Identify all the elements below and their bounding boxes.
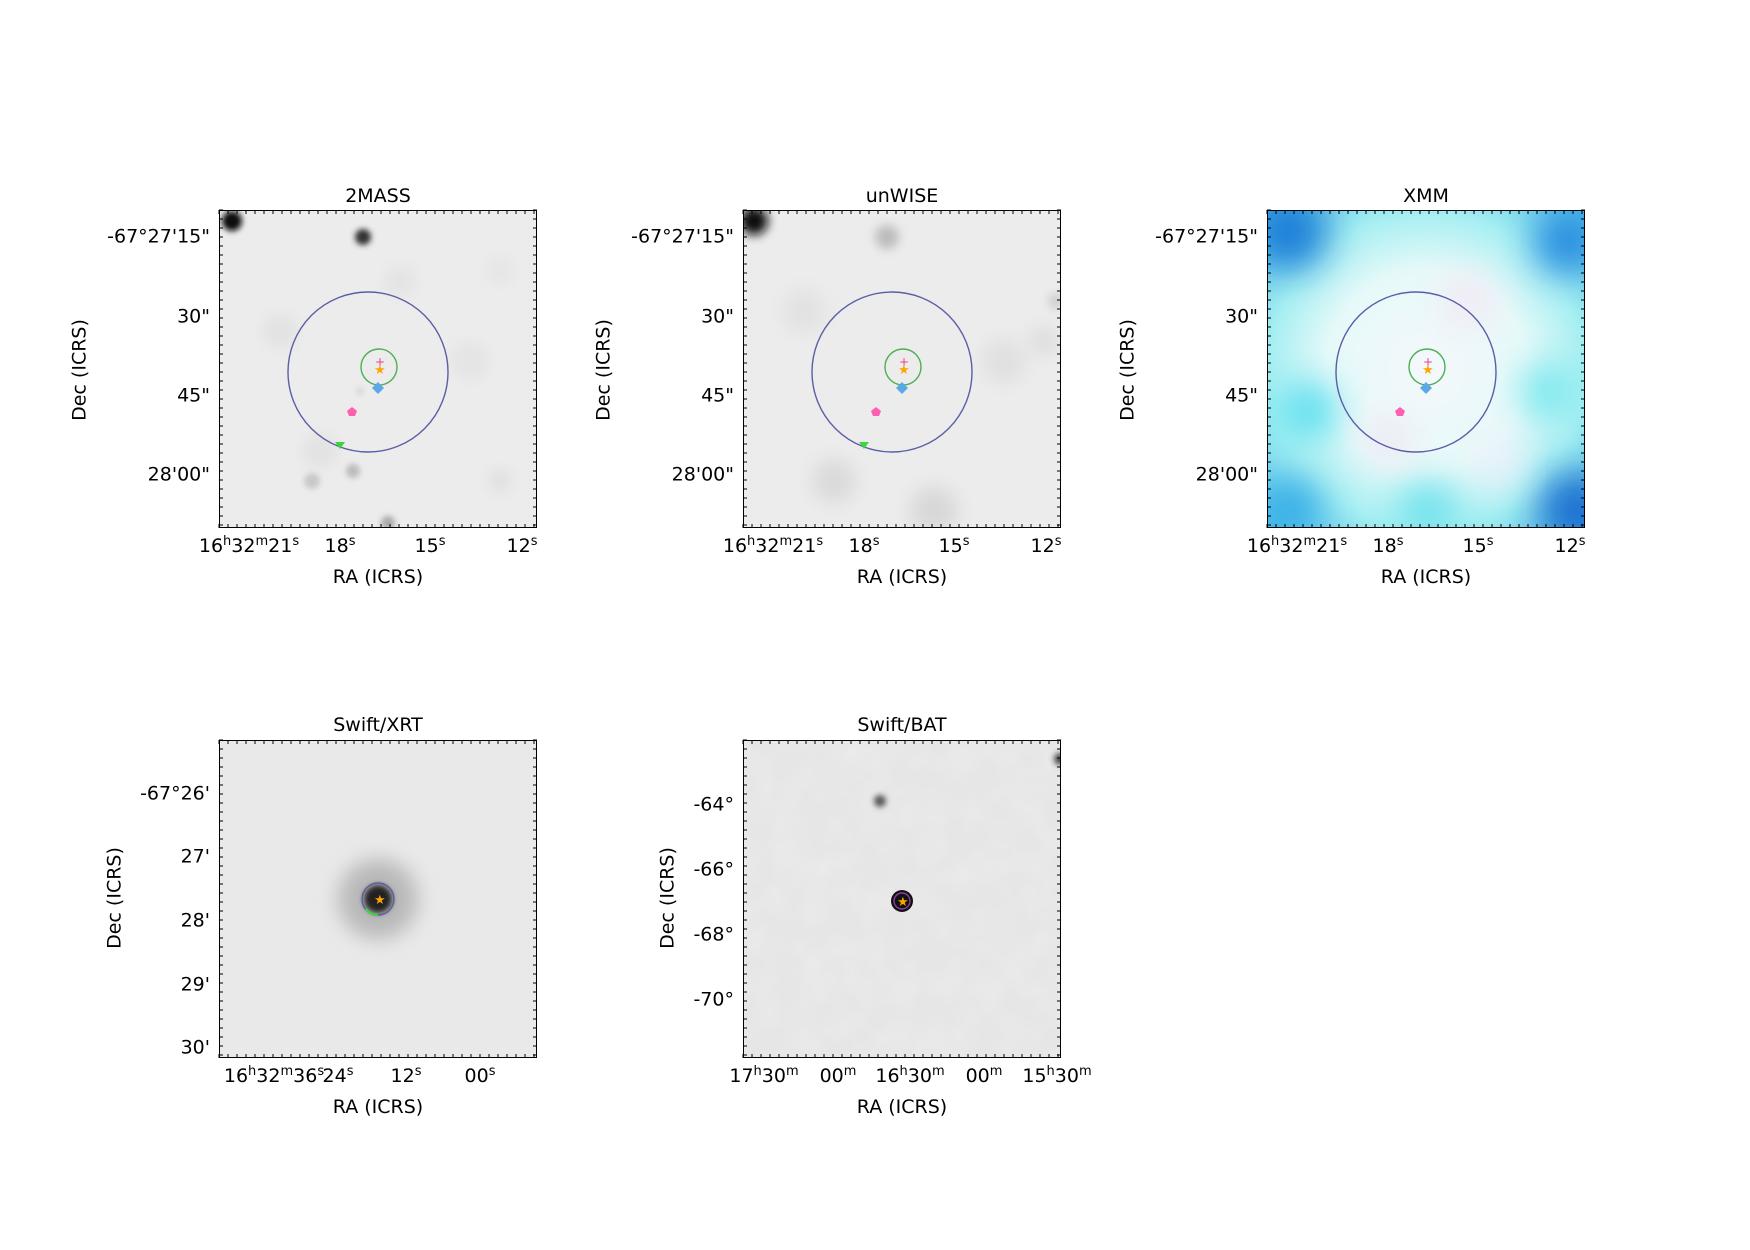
sky-image: + ★ bbox=[744, 211, 1060, 527]
ra-tick: 24s bbox=[322, 1064, 354, 1087]
dec-tick: 30" bbox=[1225, 305, 1258, 328]
pentagon-marker bbox=[347, 407, 357, 416]
background-texture bbox=[782, 289, 1058, 527]
panel-title: Swift/BAT bbox=[857, 714, 947, 736]
ra-tick: 15s bbox=[1462, 534, 1494, 557]
x-axis-label: RA (ICRS) bbox=[332, 1096, 424, 1118]
error-circle-large bbox=[811, 291, 973, 453]
star-marker: ★ bbox=[898, 363, 910, 378]
y-axis-label: Dec (ICRS) bbox=[1116, 319, 1139, 421]
dec-tick: 27' bbox=[180, 845, 210, 868]
green-arc bbox=[365, 908, 379, 916]
dec-tick: 28' bbox=[180, 909, 210, 932]
dec-tick: 30" bbox=[177, 305, 210, 328]
image-frame: + ★ bbox=[1267, 210, 1585, 528]
panel-title: unWISE bbox=[865, 185, 939, 207]
panel-title: XMM bbox=[1403, 185, 1449, 207]
dec-tick: -67°27'15" bbox=[107, 225, 210, 248]
dec-tick: -66° bbox=[693, 858, 734, 881]
x-axis-label: RA (ICRS) bbox=[1380, 566, 1472, 588]
ra-tick: 16h32m21s bbox=[198, 534, 300, 557]
dec-tick: -67°27'15" bbox=[1155, 225, 1258, 248]
sky-image: ★ bbox=[220, 741, 536, 1057]
ra-tick: 15s bbox=[938, 534, 970, 557]
ra-tick: 15h30m bbox=[1022, 1064, 1092, 1087]
dec-tick: -64° bbox=[693, 793, 734, 816]
ra-tick: 00m bbox=[965, 1064, 1003, 1087]
plus-marker: + bbox=[899, 355, 909, 369]
ra-tick: 16h32m21s bbox=[722, 534, 824, 557]
ra-tick: 12s bbox=[1030, 534, 1062, 557]
image-frame: + ★ bbox=[219, 210, 537, 528]
ra-tick: 00m bbox=[819, 1064, 857, 1087]
x-axis-label: RA (ICRS) bbox=[332, 566, 424, 588]
edge-source bbox=[1054, 753, 1060, 765]
pentagon-marker bbox=[1395, 407, 1405, 416]
dec-tick: 30" bbox=[701, 305, 734, 328]
ra-tick: 17h30m bbox=[729, 1064, 799, 1087]
source-core bbox=[364, 885, 392, 913]
ra-tick: 16h32m36s bbox=[223, 1064, 325, 1087]
ra-tick: 15s bbox=[414, 534, 446, 557]
dec-tick: 28'00" bbox=[1195, 463, 1258, 486]
ra-tick: 18s bbox=[324, 534, 356, 557]
x-axis-label: RA (ICRS) bbox=[856, 566, 948, 588]
pentagon-marker bbox=[871, 407, 881, 416]
x-axis-label: RA (ICRS) bbox=[856, 1096, 948, 1118]
faint-source bbox=[874, 795, 886, 807]
sky-image: + ★ bbox=[220, 211, 536, 527]
ra-tick: 00s bbox=[464, 1064, 496, 1087]
panel-title: 2MASS bbox=[345, 185, 411, 207]
dec-tick: -67°26' bbox=[140, 782, 210, 805]
sources bbox=[744, 211, 1060, 308]
dec-tick: 45" bbox=[1225, 384, 1258, 407]
image-frame: ★ bbox=[743, 740, 1061, 1058]
diamond-marker bbox=[372, 382, 384, 394]
sky-image: + ★ bbox=[1268, 211, 1584, 527]
ra-tick: 16h30m bbox=[875, 1064, 945, 1087]
dec-tick: -67°27'15" bbox=[631, 225, 734, 248]
sky-image: ★ bbox=[744, 741, 1060, 1057]
panel-title: Swift/XRT bbox=[333, 714, 423, 736]
ra-tick: 12s bbox=[1554, 534, 1586, 557]
y-axis-label: Dec (ICRS) bbox=[656, 847, 679, 949]
dec-tick: 29' bbox=[180, 973, 210, 996]
dec-tick: -68° bbox=[693, 923, 734, 946]
star-marker: ★ bbox=[1422, 363, 1434, 378]
y-axis-label: Dec (ICRS) bbox=[68, 319, 91, 421]
rgb-texture bbox=[1268, 211, 1584, 527]
dec-tick: 45" bbox=[701, 384, 734, 407]
error-circle-large bbox=[287, 291, 449, 453]
ra-tick: 18s bbox=[1372, 534, 1404, 557]
star-marker: ★ bbox=[374, 893, 386, 908]
ra-tick: 12s bbox=[390, 1064, 422, 1087]
dec-tick: 28'00" bbox=[671, 463, 734, 486]
dec-tick: 30' bbox=[180, 1036, 210, 1059]
ra-tick: 16h32m21s bbox=[1246, 534, 1348, 557]
y-axis-label: Dec (ICRS) bbox=[103, 847, 126, 949]
y-axis-label: Dec (ICRS) bbox=[592, 319, 615, 421]
ra-tick: 12s bbox=[506, 534, 538, 557]
diamond-marker bbox=[896, 382, 908, 394]
star-marker: ★ bbox=[374, 363, 386, 378]
star-marker: ★ bbox=[897, 895, 909, 910]
error-circle-large bbox=[1335, 291, 1497, 453]
plus-marker: + bbox=[375, 355, 385, 369]
dec-tick: 45" bbox=[177, 384, 210, 407]
sources bbox=[222, 211, 395, 527]
dec-tick: 28'00" bbox=[147, 463, 210, 486]
plus-marker: + bbox=[1423, 355, 1433, 369]
diamond-marker bbox=[1420, 382, 1432, 394]
error-circle-small bbox=[893, 892, 911, 910]
triangle-marker bbox=[859, 442, 869, 449]
image-frame: ★ bbox=[219, 740, 537, 1058]
triangle-marker bbox=[335, 442, 345, 449]
dec-tick: -70° bbox=[693, 988, 734, 1011]
ra-tick: 18s bbox=[848, 534, 880, 557]
image-frame: + ★ bbox=[743, 210, 1061, 528]
